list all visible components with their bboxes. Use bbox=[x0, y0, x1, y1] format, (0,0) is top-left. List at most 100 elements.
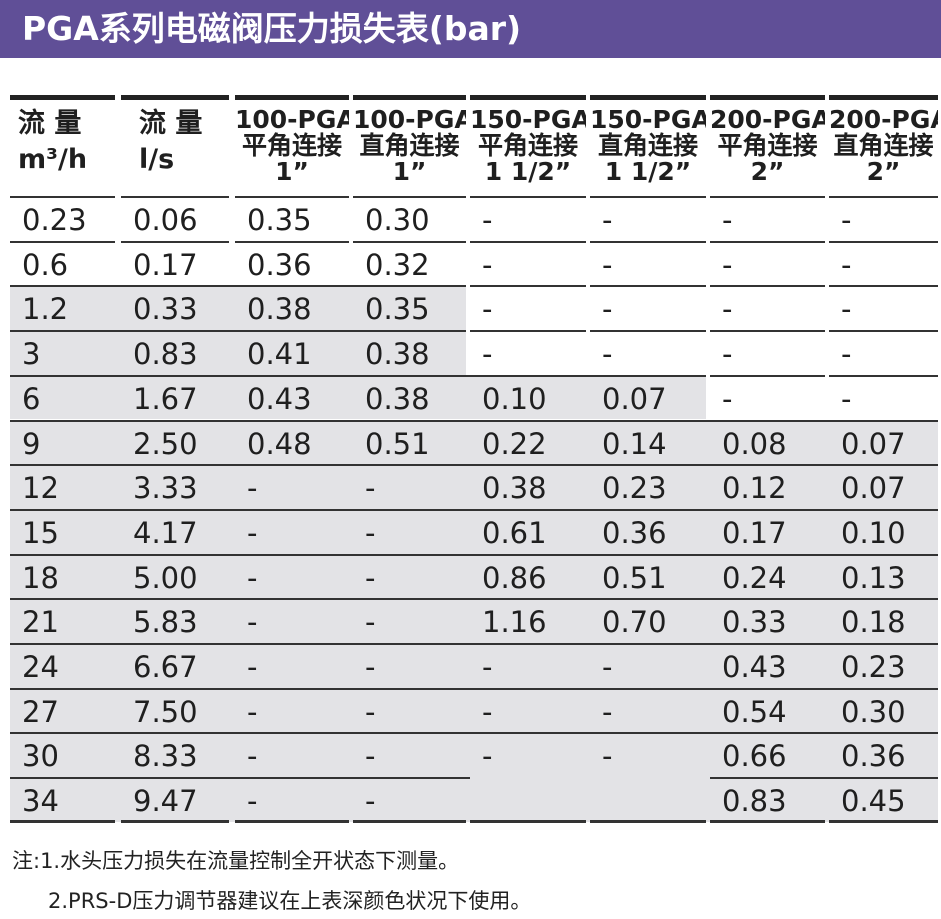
table-cell: 0.83 bbox=[121, 330, 235, 375]
header-line: 流 量 bbox=[18, 108, 82, 139]
table-cell: - bbox=[235, 553, 353, 599]
table-cell: 0.10 bbox=[470, 374, 590, 420]
table-cell: 0.30 bbox=[829, 687, 938, 733]
table-cell: 0.86 bbox=[470, 553, 590, 599]
table-cell: 9.47 bbox=[121, 777, 235, 822]
table-cell: 0.48 bbox=[235, 419, 353, 465]
table-cell: - bbox=[829, 285, 938, 330]
table-cell: 34 bbox=[10, 777, 121, 822]
table-cell: - bbox=[829, 330, 938, 375]
table-cell: - bbox=[590, 330, 706, 375]
header-line: 1” bbox=[392, 157, 427, 186]
table-cell: 0.30 bbox=[353, 196, 466, 241]
table-cell: 0.83 bbox=[710, 777, 829, 822]
header-line: 200-PGA bbox=[829, 105, 938, 134]
table-cell: - bbox=[470, 643, 590, 688]
table-cell: 0.66 bbox=[710, 732, 829, 778]
table-cell: 0.38 bbox=[353, 330, 466, 375]
note-1: 注:1.水头压力损失在流量控制全开状态下测量。 bbox=[12, 849, 460, 873]
table-cell: 0.35 bbox=[235, 196, 349, 241]
header-line: 1” bbox=[275, 157, 309, 186]
table-cell: - bbox=[235, 732, 353, 778]
table-cell: 0.38 bbox=[470, 464, 590, 509]
table-cell: 0.36 bbox=[829, 732, 938, 778]
table-cell: 18 bbox=[10, 553, 121, 599]
table-cell bbox=[590, 777, 710, 822]
table-cell: 0.33 bbox=[710, 598, 829, 643]
table-cell: 30 bbox=[10, 732, 121, 778]
table-cell: - bbox=[353, 643, 470, 688]
table-cell: 0.6 bbox=[10, 240, 115, 286]
header-line: 平角连接 bbox=[241, 131, 342, 160]
table-cell: - bbox=[353, 687, 470, 733]
header-line: 2” bbox=[866, 157, 901, 186]
table-cell: 0.07 bbox=[829, 464, 938, 509]
table-cell: 6 bbox=[10, 374, 121, 420]
table-cell: - bbox=[470, 285, 586, 330]
table-cell: - bbox=[235, 687, 353, 733]
header-line: 100-PGA bbox=[353, 105, 466, 134]
table-cell: 0.13 bbox=[829, 553, 938, 599]
header-line: 200-PGA bbox=[710, 105, 825, 134]
table-cell: - bbox=[235, 508, 353, 554]
table-cell: 0.24 bbox=[710, 553, 829, 599]
table-cell: - bbox=[829, 196, 938, 241]
table-cell: 1.2 bbox=[10, 285, 121, 331]
table-cell: 27 bbox=[10, 687, 121, 733]
table-cell: 0.70 bbox=[590, 598, 710, 643]
table-cell: 0.08 bbox=[710, 419, 829, 465]
header-cell: 150-PGA 平角连接 1 1/2” bbox=[470, 95, 586, 196]
table-cell: - bbox=[829, 240, 938, 286]
header-line: m³/h bbox=[18, 144, 88, 175]
table-cell: 0.38 bbox=[353, 374, 470, 420]
table-bottom-rule bbox=[829, 820, 938, 823]
table-cell: 5.00 bbox=[121, 553, 235, 599]
table-cell: 0.43 bbox=[710, 643, 829, 688]
table-cell: - bbox=[235, 777, 353, 822]
table-cell: 12 bbox=[10, 464, 121, 509]
table-cell: 0.23 bbox=[10, 196, 115, 241]
table-cell: - bbox=[353, 777, 470, 822]
table-cell: - bbox=[470, 732, 590, 778]
table-cell: - bbox=[590, 285, 706, 330]
header-cell: 100-PGA 平角连接 1” bbox=[235, 95, 349, 196]
table-cell: - bbox=[470, 330, 586, 375]
table-cell: 0.33 bbox=[121, 285, 235, 331]
header-cell: 流 量 m³/h bbox=[10, 95, 115, 196]
table-cell: 1.67 bbox=[121, 374, 235, 420]
table-cell: 0.17 bbox=[121, 240, 229, 286]
table-cell: 4.17 bbox=[121, 508, 235, 554]
table-cell: - bbox=[829, 374, 938, 420]
table-cell: - bbox=[710, 285, 825, 330]
table-cell: 0.51 bbox=[353, 419, 470, 465]
table-cell: 7.50 bbox=[121, 687, 235, 733]
table-bottom-rule bbox=[121, 820, 229, 823]
table-cell: 0.35 bbox=[353, 285, 466, 331]
table-cell: - bbox=[470, 196, 586, 241]
header-line: 直角连接 bbox=[359, 131, 460, 160]
header-line: 直角连接 bbox=[597, 131, 698, 160]
header-line: 150-PGA bbox=[590, 105, 706, 134]
table-cell: 5.83 bbox=[121, 598, 235, 643]
table-cell: - bbox=[470, 240, 586, 286]
table-cell: - bbox=[710, 374, 825, 420]
header-line: 1 1/2” bbox=[604, 157, 692, 186]
table-cell: 0.38 bbox=[235, 285, 353, 331]
table-cell: 0.61 bbox=[470, 508, 590, 554]
table-cell: 24 bbox=[10, 643, 121, 688]
page-title: PGA系列电磁阀压力损失表(bar) bbox=[0, 0, 941, 58]
table-cell: - bbox=[590, 240, 706, 286]
table-cell: 1.16 bbox=[470, 598, 590, 643]
table-cell: - bbox=[235, 464, 353, 509]
table-cell: 0.36 bbox=[590, 508, 710, 554]
table-cell: 6.67 bbox=[121, 643, 235, 688]
table-cell bbox=[470, 777, 590, 822]
table-cell: 0.14 bbox=[590, 419, 710, 465]
table-cell: - bbox=[353, 553, 470, 599]
table-cell: 9 bbox=[10, 419, 121, 465]
table-cell: 0.23 bbox=[829, 643, 938, 688]
table-cell: 0.22 bbox=[470, 419, 590, 465]
table-cell: 15 bbox=[10, 508, 121, 554]
table-cell: 21 bbox=[10, 598, 121, 643]
header-cell: 200-PGA 平角连接 2” bbox=[710, 95, 825, 196]
